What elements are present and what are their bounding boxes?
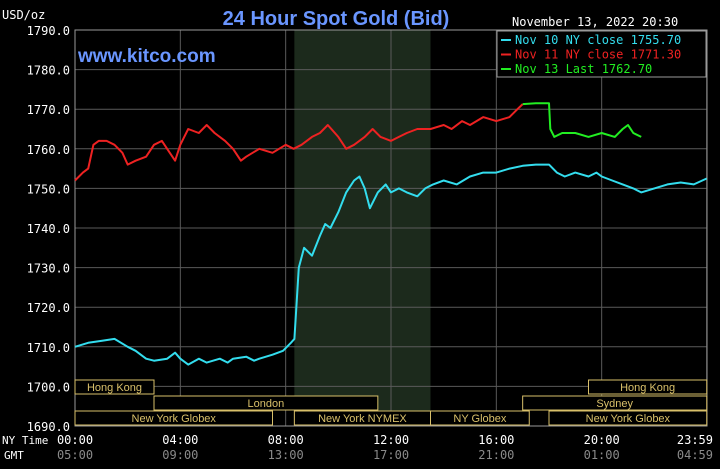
x-tick-gmt: 04:59 [677, 448, 713, 462]
session-label: London [248, 398, 285, 410]
legend-box [496, 30, 707, 78]
session-label: Hong Kong [87, 382, 142, 394]
legend-entry: Nov 10 NY close 1755.70 [515, 33, 681, 47]
session-bar [74, 410, 273, 426]
x-tick-gmt: 01:00 [584, 448, 620, 462]
x-tick-ny: 08:00 [268, 433, 304, 447]
y-tick-label: 1720.0 [27, 301, 70, 315]
y-tick-label: 1780.0 [27, 64, 70, 78]
site-label: www.kitco.com [77, 46, 216, 67]
x-tick-gmt: 21:00 [478, 448, 514, 462]
y-tick-label: 1730.0 [27, 262, 70, 276]
session-bar [522, 395, 708, 411]
x-tick-ny: 20:00 [584, 433, 620, 447]
y-tick-label: 1770.0 [27, 103, 70, 117]
session-bar [430, 410, 530, 426]
series-line-2 [74, 103, 524, 182]
session-label: Sydney [596, 398, 633, 410]
y-tick-label: 1700.0 [27, 380, 70, 394]
x-label-gmt: GMT [4, 449, 24, 462]
chart-title: 24 Hour Spot Gold (Bid) [223, 8, 450, 30]
unit-label: USD/oz [2, 8, 45, 22]
timestamp: November 13, 2022 20:30 [512, 15, 678, 29]
x-tick-ny: 16:00 [478, 433, 514, 447]
legend-entry: Nov 11 NY close 1771.30 [515, 48, 681, 62]
session-bar [588, 379, 708, 395]
y-tick-label: 1690.0 [27, 420, 70, 434]
x-tick-ny: 23:59 [677, 433, 713, 447]
session-label: New York Globex [132, 413, 217, 425]
x-tick-gmt: 17:00 [373, 448, 409, 462]
y-tick-label: 1710.0 [27, 341, 70, 355]
x-tick-ny: 00:00 [57, 433, 93, 447]
y-tick-label: 1750.0 [27, 182, 70, 196]
y-tick-label: 1760.0 [27, 143, 70, 157]
session-label: New York Globex [586, 413, 671, 425]
x-tick-gmt: 13:00 [268, 448, 304, 462]
x-tick-ny: 12:00 [373, 433, 409, 447]
session-label: NY Globex [453, 413, 506, 425]
y-tick-label: 1790.0 [27, 24, 70, 38]
series-line-3 [522, 102, 642, 138]
session-label: Hong Kong [620, 382, 675, 394]
legend-entry: Nov 13 Last 1762.70 [515, 62, 652, 76]
x-label-ny: NY Time [2, 434, 48, 447]
session-bar [74, 379, 155, 395]
session-label: New York NYMEX [318, 413, 407, 425]
series-line-1 [74, 163, 708, 366]
x-tick-gmt: 09:00 [162, 448, 198, 462]
x-tick-ny: 04:00 [162, 433, 198, 447]
plot-border [74, 29, 708, 427]
x-tick-gmt: 05:00 [57, 448, 93, 462]
session-bar [548, 410, 708, 426]
session-bar [153, 395, 379, 411]
y-tick-label: 1740.0 [27, 222, 70, 236]
